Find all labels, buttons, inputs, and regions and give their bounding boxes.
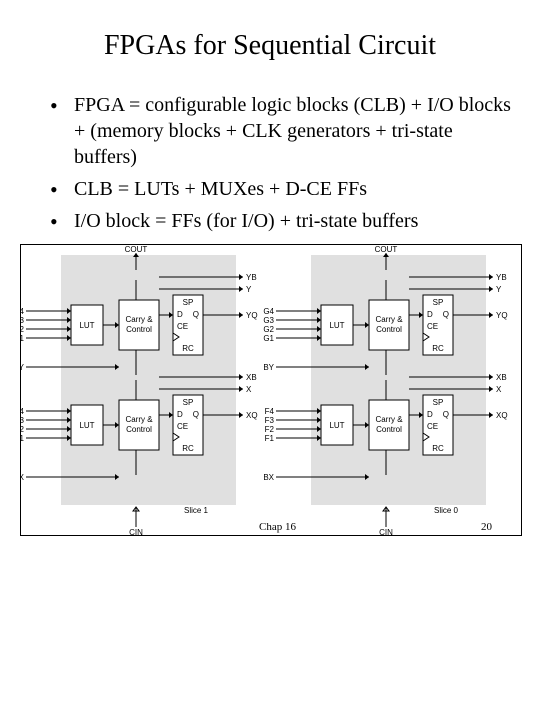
svg-text:F4: F4 [265,407,275,416]
svg-text:Carry &: Carry & [125,415,153,424]
svg-text:CIN: CIN [129,528,143,535]
svg-text:F3: F3 [265,416,275,425]
svg-text:YB: YB [496,273,507,282]
svg-text:F4: F4 [21,407,25,416]
svg-text:G1: G1 [21,334,25,343]
svg-text:BY: BY [21,363,25,372]
svg-text:LUT: LUT [79,321,94,330]
svg-text:CE: CE [427,322,438,331]
svg-text:D: D [177,410,183,419]
svg-text:X: X [246,385,252,394]
svg-text:D: D [427,310,433,319]
svg-text:SP: SP [433,298,444,307]
svg-text:Y: Y [496,285,502,294]
svg-text:F2: F2 [265,425,275,434]
svg-text:RC: RC [182,444,194,453]
svg-text:X: X [496,385,502,394]
svg-text:G2: G2 [263,325,274,334]
svg-text:XB: XB [496,373,507,382]
svg-text:Carry &: Carry & [375,415,403,424]
svg-text:Carry &: Carry & [375,315,403,324]
svg-text:Q: Q [193,410,199,419]
svg-text:YQ: YQ [246,311,258,320]
page-number: 20 [481,521,492,533]
svg-text:RC: RC [182,344,194,353]
svg-text:COUT: COUT [125,245,148,254]
page-title: FPGAs for Sequential Circuit [20,30,520,62]
svg-text:D: D [427,410,433,419]
svg-text:F2: F2 [21,425,25,434]
svg-text:LUT: LUT [329,321,344,330]
svg-text:G4: G4 [21,307,25,316]
svg-text:Control: Control [376,425,402,434]
svg-text:D: D [177,310,183,319]
svg-text:RC: RC [432,344,444,353]
svg-text:Q: Q [443,310,449,319]
svg-text:XB: XB [246,373,257,382]
svg-text:BY: BY [263,363,274,372]
svg-text:G3: G3 [21,316,25,325]
svg-text:G2: G2 [21,325,25,334]
bullet-item: FPGA = configurable logic blocks (CLB) +… [50,92,520,170]
svg-text:SP: SP [433,398,444,407]
bullet-item: CLB = LUTs + MUXes + D-CE FFs [50,176,520,202]
bullet-list: FPGA = configurable logic blocks (CLB) +… [20,92,520,234]
svg-text:LUT: LUT [329,421,344,430]
svg-text:SP: SP [183,298,194,307]
svg-text:COUT: COUT [375,245,398,254]
svg-text:Control: Control [376,325,402,334]
svg-text:SP: SP [183,398,194,407]
clb-diagram: COUTCINSlice 1LUTCarry &ControlSPDQCERCG… [20,244,522,536]
svg-text:G3: G3 [263,316,274,325]
svg-text:XQ: XQ [496,411,508,420]
svg-text:RC: RC [432,444,444,453]
chapter-label: Chap 16 [259,521,296,533]
svg-text:YB: YB [246,273,257,282]
svg-text:BX: BX [21,473,25,482]
svg-text:F1: F1 [21,434,25,443]
svg-text:G4: G4 [263,307,274,316]
svg-text:Slice 0: Slice 0 [434,506,459,515]
svg-text:LUT: LUT [79,421,94,430]
svg-text:YQ: YQ [496,311,508,320]
svg-text:Control: Control [126,425,152,434]
svg-text:XQ: XQ [246,411,258,420]
svg-text:CE: CE [177,422,188,431]
svg-text:Control: Control [126,325,152,334]
svg-text:F3: F3 [21,416,25,425]
svg-text:G1: G1 [263,334,274,343]
svg-text:Q: Q [193,310,199,319]
svg-text:Q: Q [443,410,449,419]
svg-text:CE: CE [427,422,438,431]
svg-text:Y: Y [246,285,252,294]
svg-text:Carry &: Carry & [125,315,153,324]
svg-text:BX: BX [263,473,274,482]
svg-text:CE: CE [177,322,188,331]
bullet-item: I/O block = FFs (for I/O) + tri-state bu… [50,208,520,234]
svg-text:Slice 1: Slice 1 [184,506,209,515]
svg-text:F1: F1 [265,434,275,443]
svg-text:CIN: CIN [379,528,393,535]
